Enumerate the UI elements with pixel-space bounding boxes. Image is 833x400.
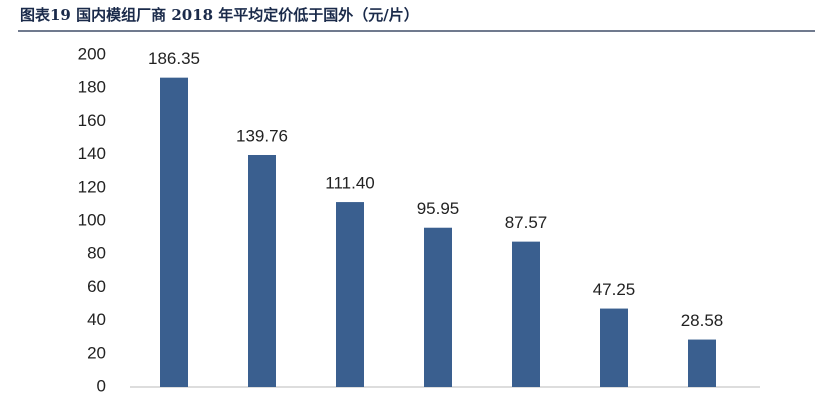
y-tick-label: 40: [87, 310, 106, 329]
y-tick-label: 160: [78, 111, 106, 130]
data-label: 139.76: [236, 126, 288, 145]
y-tick-label: 140: [78, 144, 106, 163]
y-tick-label: 60: [87, 277, 106, 296]
bar: [512, 241, 540, 387]
bar: [160, 77, 188, 387]
bar: [688, 339, 716, 387]
data-label: 47.25: [593, 280, 636, 299]
data-label: 111.40: [325, 174, 374, 193]
y-tick-label: 180: [78, 78, 106, 97]
bar: [248, 154, 276, 387]
bar: [424, 227, 452, 387]
y-tick-label: 200: [78, 44, 106, 63]
data-label: 95.95: [417, 199, 460, 218]
data-label: 87.57: [505, 213, 548, 232]
y-tick-label: 80: [87, 244, 106, 263]
y-tick-label: 0: [97, 376, 106, 395]
y-tick-label: 100: [78, 210, 106, 229]
chart-title: 图表19 国内模组厂商 2018 年平均定价低于国外（元/片）: [20, 6, 419, 24]
y-tick-label: 20: [87, 343, 106, 362]
bar: [336, 202, 364, 387]
data-label: 28.58: [681, 311, 724, 330]
bar: [600, 308, 628, 387]
data-label: 186.35: [148, 49, 200, 68]
y-tick-label: 120: [78, 177, 106, 196]
